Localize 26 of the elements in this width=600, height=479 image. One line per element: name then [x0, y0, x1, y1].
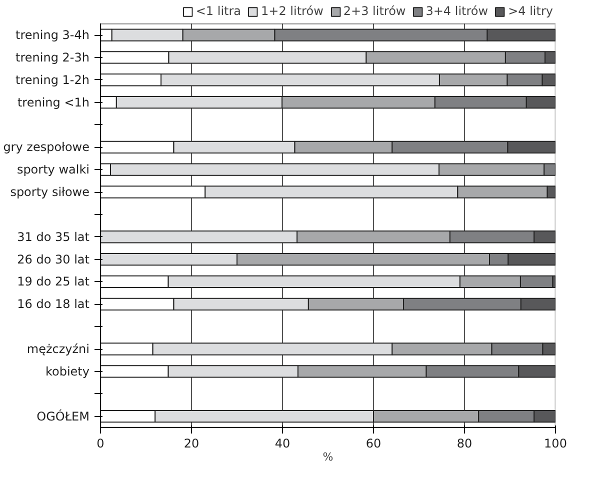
y-tick-label: 16 do 18 lat: [17, 297, 90, 312]
x-tick-label: 40: [274, 436, 290, 450]
x-tick-label: 80: [456, 436, 472, 450]
legend-label: 1+2 litrów: [261, 4, 324, 18]
y-tick-label: kobiety: [45, 364, 90, 378]
x-tick-label: 20: [184, 436, 200, 450]
y-tick-label: 19 do 25 lat: [17, 274, 90, 289]
y-tick-label: mężczyźni: [26, 342, 90, 356]
y-tick-label: gry zespołowe: [3, 140, 90, 154]
legend-label: 3+4 litrów: [426, 4, 488, 18]
legend-label: <1 litra: [196, 4, 242, 18]
y-tick-label: sporty walki: [16, 162, 90, 177]
y-tick-label: trening 2-3h: [16, 50, 90, 64]
x-tick-label: 0: [96, 436, 104, 450]
y-tick-label: 31 do 35 lat: [17, 230, 90, 244]
x-axis-title: %: [322, 450, 334, 464]
y-tick-label: OGÓŁEM: [36, 408, 90, 424]
x-tick-label: 60: [366, 436, 382, 450]
y-tick-label: 26 do 30 lat: [17, 252, 90, 266]
y-tick-label: sporty siłowe: [10, 185, 90, 200]
legend-label: >4 litry: [508, 4, 553, 18]
x-tick-label: 100: [544, 436, 567, 450]
y-tick-label: trening 3-4h: [16, 28, 90, 42]
y-tick-label: trening 1-2h: [16, 72, 90, 87]
y-tick-label: trening <1h: [17, 95, 90, 110]
legend-label: 2+3 litrów: [343, 4, 406, 18]
